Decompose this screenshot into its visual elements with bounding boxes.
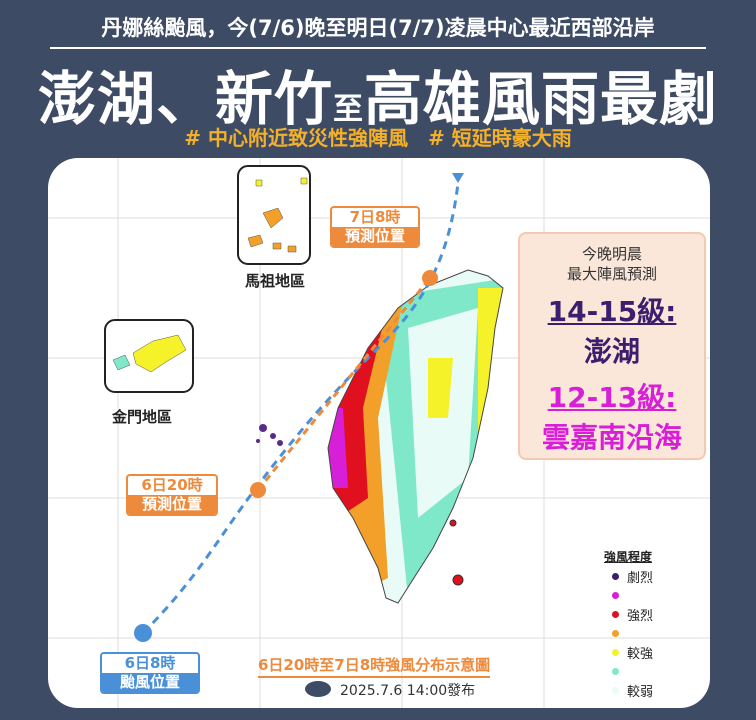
legend-item: [604, 586, 653, 605]
title-part: 至: [333, 92, 364, 127]
point-6d8h: [134, 624, 152, 642]
subtitle: 丹娜絲颱風，今(7/6)晚至明日(7/7)凌晨中心最近西部沿岸: [101, 16, 655, 40]
place-1: 澎湖: [583, 335, 640, 368]
legend-dot-icon: [612, 611, 619, 618]
track-time: 7日8時: [349, 208, 401, 226]
track-time: 6日20時: [141, 476, 203, 494]
legend-label: 較弱: [627, 685, 654, 700]
hashtags: # 中心附近致災性強陣風 # 短延時豪大雨: [0, 122, 756, 151]
cwa-logo-icon: [305, 681, 331, 697]
map-caption: 6日20時至7日8時強風分布示意圖: [258, 654, 491, 678]
publish-time: 2025.7.6 14:00發布: [340, 683, 476, 699]
track-label-6d8h: 6日8時 颱風位置: [100, 652, 200, 694]
legend-item: [604, 662, 653, 681]
info-title: 今晚明晨: [581, 245, 642, 263]
legend-label: 強烈: [627, 609, 654, 624]
track-time: 6日8時: [124, 654, 176, 672]
legend-item: 較強: [604, 643, 653, 662]
legend-item: 強烈: [604, 605, 653, 624]
legend-label: 劇烈: [627, 571, 654, 586]
publish-info: 2025.7.6 14:00發布: [304, 680, 475, 700]
track-note: 預測位置: [332, 227, 418, 246]
point-7d8h: [422, 270, 438, 286]
info-title: 最大陣風預測: [566, 265, 657, 283]
legend-item: [604, 624, 653, 643]
taiwan-wind-map: [328, 270, 503, 603]
title-part: 高雄風雨最劇: [364, 65, 719, 133]
track-note: 颱風位置: [102, 673, 198, 692]
track-label-6d20h: 6日20時 預測位置: [126, 474, 218, 516]
legend-dot-icon: [612, 630, 619, 637]
legend-dot-icon: [612, 668, 619, 675]
track-note: 預測位置: [128, 495, 216, 514]
track-arrow-icon: [452, 173, 464, 183]
point-6d20h: [250, 482, 266, 498]
legend-label: 較強: [627, 647, 654, 662]
page-title: 澎湖、新竹至高雄風雨最劇: [0, 52, 756, 136]
level-2: 12-13級:: [547, 381, 677, 414]
map: [48, 158, 710, 708]
kinmen-label: 金門地區: [112, 408, 173, 426]
track-label-7d8h: 7日8時 預測位置: [330, 206, 420, 248]
legend-dot-icon: [612, 592, 619, 599]
title-part: 澎湖、新竹: [37, 65, 333, 133]
penghu-islands: [256, 424, 283, 446]
level-1: 14-15級:: [547, 295, 677, 328]
legend-dot-icon: [612, 573, 619, 580]
legend: 強風程度 劇烈強烈較強較弱: [604, 548, 653, 700]
legend-item: 較弱: [604, 681, 653, 700]
place-2: 雲嘉南沿海: [541, 421, 682, 454]
legend-title: 強風程度: [604, 550, 653, 564]
map-card: 馬祖地區 金門地區 7日8時 預測位置 6日20時 預測位置 6日8時 颱風位置 今晚…: [48, 158, 710, 708]
legend-dot-icon: [612, 649, 619, 656]
green-island: [449, 519, 457, 527]
legend-item: 劇烈: [604, 567, 653, 586]
divider: [50, 47, 706, 49]
legend-dot-icon: [612, 687, 619, 694]
lanyu: [452, 574, 464, 586]
gust-forecast-box: 今晚明晨最大陣風預測 14-15級: 澎湖 12-13級: 雲嘉南沿海: [518, 232, 706, 460]
hashtag: # 短延時豪大雨: [428, 126, 572, 150]
matsu-label: 馬祖地區: [245, 272, 306, 290]
forecast-line: [256, 277, 432, 491]
hashtag: # 中心附近致災性強陣風: [184, 126, 408, 150]
